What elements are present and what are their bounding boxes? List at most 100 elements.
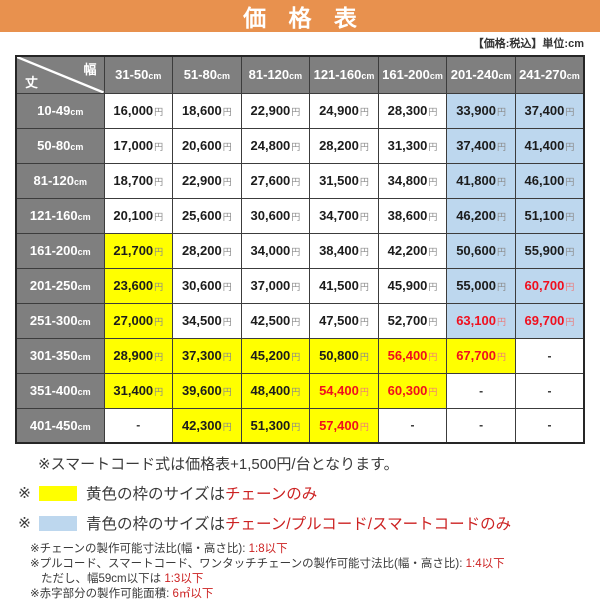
column-header-row: 幅 丈 31-50cm 51-80cm 81-120cm 121-160cm 161-2… [15, 55, 585, 94]
row-header-50-80: 50-80cm [15, 127, 105, 164]
price-cell-empty: - [446, 407, 516, 444]
tax-unit-note: 【価格:税込】単位:cm [472, 38, 584, 50]
table-row-301-350: 301-350cm 28,900円 37,300円 45,200円 50,800円 56,… [15, 337, 585, 374]
title-banner: 価 格 表 [0, 0, 600, 32]
fine-print-highlight: 6㎡以下 [172, 588, 214, 600]
price-cell: 28,900円 [103, 337, 174, 374]
price-cell-empty: - [514, 337, 585, 374]
price-cell: 50,800円 [309, 337, 379, 374]
table-row-201-250: 201-250cm 23,600円 30,600円 37,000円 41,500円 45,… [15, 267, 585, 304]
column-header-31-50: 31-50cm [103, 55, 174, 94]
price-cell: 46,100円 [514, 162, 585, 199]
fine-print-text: ※プルコード、スマートコード、ワンタッチチェーンの製作可能寸法比(幅・高さ比): [30, 558, 466, 570]
price-cell: 24,900円 [309, 92, 379, 129]
column-header-241-270: 241-270cm [514, 55, 585, 94]
price-cell: 21,700円 [103, 232, 174, 269]
yellow-swatch [39, 485, 77, 501]
price-cell: 34,500円 [172, 302, 242, 339]
table-row-10-49: 10-49cm 16,000円 18,600円 22,900円 24,900円 28,30… [15, 92, 585, 129]
smart-cord-note: ※スマートコード式は価格表+1,500円/台となります。 [38, 456, 399, 473]
price-cell: 54,400円 [309, 372, 379, 409]
price-cell: 60,300円 [377, 372, 448, 409]
price-cell: 56,400円 [377, 337, 448, 374]
blue-swatch [39, 515, 77, 531]
price-cell: 33,900円 [446, 92, 516, 129]
price-cell: 39,600円 [172, 372, 242, 409]
price-table: 幅 丈 31-50cm 51-80cm 81-120cm 121-160cm 161-2… [15, 55, 585, 444]
price-cell: 20,100円 [103, 197, 174, 234]
fine-print-highlight: 1:3以下 [164, 573, 204, 585]
fine-print-line: ※チェーンの製作可能寸法比(幅・高さ比): 1:8以下 [30, 542, 600, 557]
corner-height-label: 丈 [25, 74, 39, 90]
legend-yellow-text: 黄色の枠のサイズは [86, 486, 226, 503]
price-cell: 60,700円 [514, 267, 585, 304]
price-table-body: 10-49cm 16,000円 18,600円 22,900円 24,900円 28,30… [15, 92, 585, 444]
price-cell: 41,500円 [309, 267, 379, 304]
table-row-351-400: 351-400cm 31,400円 39,600円 48,400円 54,400円 60,… [15, 372, 585, 409]
price-cell: 18,600円 [172, 92, 242, 129]
price-cell: 42,300円 [172, 407, 242, 444]
row-header-81-120: 81-120cm [15, 162, 105, 199]
corner-width-label: 幅 [83, 62, 97, 77]
legend-blue-highlight: チェーン/プルコード/スマートコードのみ [225, 516, 512, 533]
price-cell: 16,000円 [103, 92, 174, 129]
page-title: 価 格 表 [243, 5, 365, 31]
price-cell: 41,400円 [514, 127, 585, 164]
price-cell: 31,500円 [309, 162, 379, 199]
table-row-81-120: 81-120cm 18,700円 22,900円 27,600円 31,500円 34,8… [15, 162, 585, 199]
legend-marker: ※ [18, 484, 31, 502]
row-header-201-250: 201-250cm [15, 267, 105, 304]
fine-print-text: ※チェーンの製作可能寸法比(幅・高さ比): [30, 543, 249, 555]
price-cell-empty: - [103, 407, 174, 444]
price-cell: 28,200円 [172, 232, 242, 269]
price-cell: 30,600円 [240, 197, 311, 234]
price-cell: 37,300円 [172, 337, 242, 374]
price-cell: 55,900円 [514, 232, 585, 269]
price-cell: 30,600円 [172, 267, 242, 304]
price-cell: 38,400円 [309, 232, 379, 269]
fine-print-text: ※赤字部分の製作可能面積: [30, 588, 173, 600]
fine-print-notes: ※チェーンの製作可能寸法比(幅・高さ比): 1:8以下 ※プルコード、スマートコ… [30, 542, 600, 602]
legend-marker: ※ [18, 514, 31, 532]
table-row-50-80: 50-80cm 17,000円 20,600円 24,800円 28,200円 31,30… [15, 127, 585, 164]
price-cell-empty: - [514, 407, 585, 444]
price-cell: 22,900円 [240, 92, 311, 129]
price-cell: 48,400円 [240, 372, 311, 409]
price-cell: 47,500円 [309, 302, 379, 339]
price-cell: 22,900円 [172, 162, 242, 199]
price-cell: 51,300円 [240, 407, 311, 444]
price-cell: 38,600円 [377, 197, 448, 234]
fine-print-highlight: 1:8以下 [248, 543, 288, 555]
price-cell-empty: - [514, 372, 585, 409]
column-header-201-240: 201-240cm [446, 55, 516, 94]
table-row-401-450: 401-450cm -42,300円 51,300円 57,400円 - - - [15, 407, 585, 444]
column-header-121-160: 121-160cm [309, 55, 379, 94]
price-cell: 51,100円 [514, 197, 585, 234]
price-cell: 42,200円 [377, 232, 448, 269]
corner-cell: 幅 丈 [15, 55, 105, 94]
price-cell: 57,400円 [309, 407, 379, 444]
price-cell-empty: - [446, 372, 516, 409]
row-header-161-200: 161-200cm [15, 232, 105, 269]
row-header-251-300: 251-300cm [15, 302, 105, 339]
row-header-351-400: 351-400cm [15, 372, 105, 409]
price-cell: 45,900円 [377, 267, 448, 304]
price-cell: 52,700円 [377, 302, 448, 339]
price-cell: 34,700円 [309, 197, 379, 234]
row-header-301-350: 301-350cm [15, 337, 105, 374]
row-header-401-450: 401-450cm [15, 407, 105, 444]
legend-yellow: ※ 黄色の枠のサイズは チェーンのみ [18, 482, 600, 504]
fine-print-highlight: 1:4以下 [465, 558, 505, 570]
price-cell: 37,400円 [446, 127, 516, 164]
legend-yellow-highlight: チェーンのみ [225, 486, 318, 503]
price-cell: 41,800円 [446, 162, 516, 199]
price-cell-empty: - [377, 407, 448, 444]
price-cell: 27,000円 [103, 302, 174, 339]
price-cell: 37,000円 [240, 267, 311, 304]
column-header-161-200: 161-200cm [377, 55, 448, 94]
column-header-51-80: 51-80cm [172, 55, 242, 94]
table-row-251-300: 251-300cm 27,000円 34,500円 42,500円 47,500円 52,… [15, 302, 585, 339]
price-cell: 55,000円 [446, 267, 516, 304]
price-cell: 37,400円 [514, 92, 585, 129]
row-header-121-160: 121-160cm [15, 197, 105, 234]
